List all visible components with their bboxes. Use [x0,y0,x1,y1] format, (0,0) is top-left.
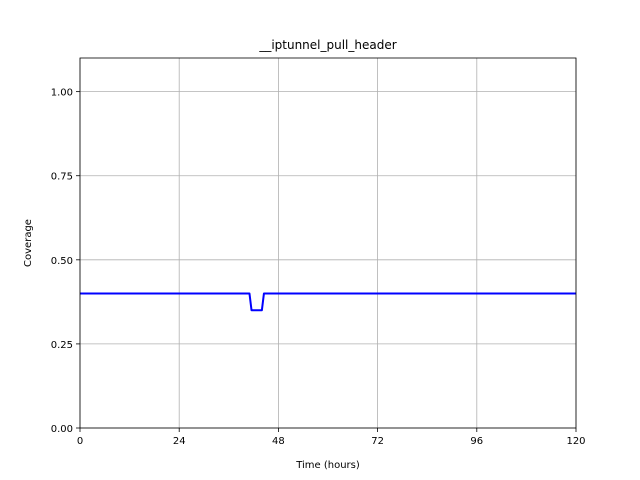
y-axis-ticks: 0.00 0.25 0.50 0.75 1.00 [51,88,80,435]
y-axis-label: Coverage [23,219,34,267]
series-layer [80,292,576,312]
y-tick-label: 0.50 [51,256,73,267]
y-tick-label: 0.25 [51,340,73,351]
x-axis-ticks: 0 24 48 72 96 120 [77,428,586,447]
plot-frame [79,57,577,429]
x-tick-label: 120 [566,436,585,447]
y-tick-label: 0.00 [51,424,73,435]
grid-lines [79,58,577,429]
x-tick-label: 24 [173,436,186,447]
coverage-line [80,292,576,312]
chart-title: __iptunnel_pull_header [258,38,396,52]
x-axis-label: Time (hours) [295,460,360,471]
x-tick-label: 0 [77,436,83,447]
y-tick-label: 0.75 [51,172,73,183]
x-tick-label: 48 [272,436,285,447]
x-tick-label: 96 [470,436,483,447]
y-tick-label: 1.00 [51,88,73,99]
x-tick-label: 72 [371,436,384,447]
